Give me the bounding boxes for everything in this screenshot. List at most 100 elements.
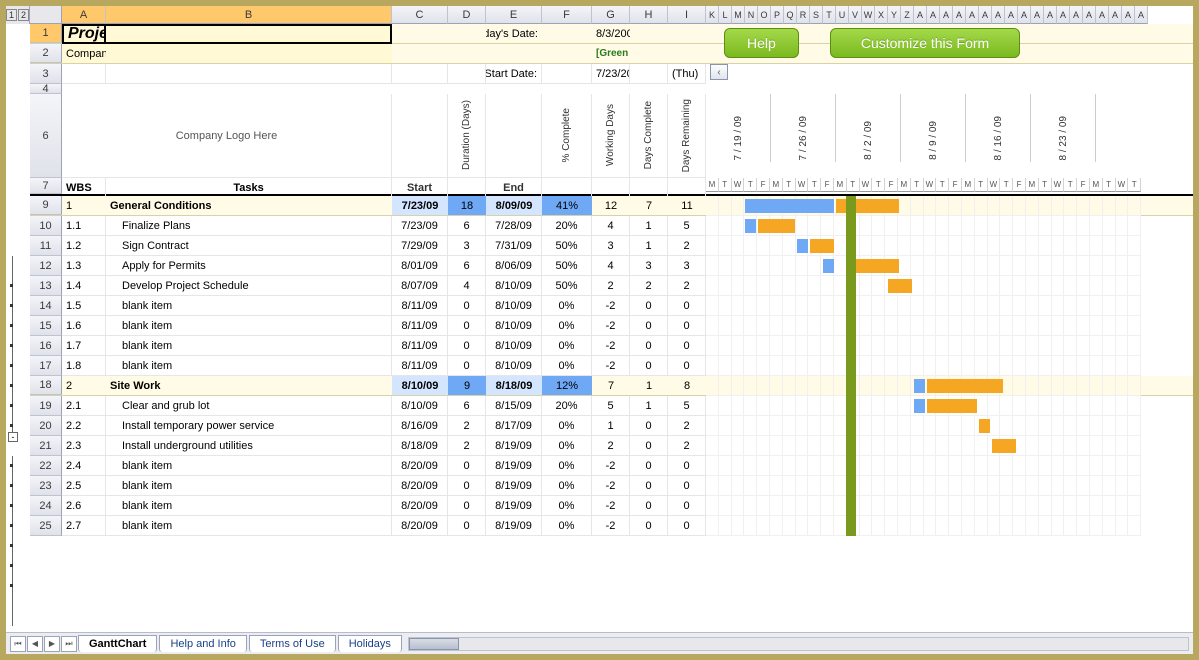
col-header-gantt-32[interactable]: A [1122, 6, 1135, 24]
table-row[interactable]: 121.3Apply for Permits8/01/0968/06/0950%… [30, 256, 1193, 276]
col-header-I[interactable]: I [668, 6, 706, 24]
dr-cell[interactable]: 0 [668, 516, 706, 536]
pct-cell[interactable]: 0% [542, 516, 592, 536]
col-header-gantt-26[interactable]: A [1044, 6, 1057, 24]
table-row[interactable]: 141.5blank item8/11/0908/10/090%-200 [30, 296, 1193, 316]
col-header-gantt-29[interactable]: A [1083, 6, 1096, 24]
col-header-A[interactable]: A [62, 6, 106, 24]
task-cell[interactable]: Apply for Permits [106, 256, 392, 276]
customize-button[interactable]: Customize this Form [830, 28, 1020, 58]
wbs-cell[interactable]: 2 [62, 376, 106, 396]
wbs-cell[interactable]: 2.1 [62, 396, 106, 416]
end-cell[interactable]: 7/31/09 [486, 236, 542, 256]
pct-cell[interactable]: 0% [542, 436, 592, 456]
start-cell[interactable]: 8/11/09 [392, 296, 448, 316]
table-row[interactable]: 192.1Clear and grub lot8/10/0968/15/0920… [30, 396, 1193, 416]
dur-cell[interactable]: 0 [448, 476, 486, 496]
col-header-gantt-9[interactable]: T [823, 6, 836, 24]
row-header-14[interactable]: 14 [30, 296, 62, 316]
sheet-tab-holidays[interactable]: Holidays [338, 635, 402, 652]
row-header-17[interactable]: 17 [30, 356, 62, 376]
task-cell[interactable]: blank item [106, 356, 392, 376]
end-cell[interactable]: 8/19/09 [486, 456, 542, 476]
col-header-D[interactable]: D [448, 6, 486, 24]
wbs-cell[interactable]: 2.3 [62, 436, 106, 456]
dc-cell[interactable]: 0 [630, 436, 668, 456]
dr-cell[interactable]: 0 [668, 296, 706, 316]
task-cell[interactable]: Finalize Plans [106, 216, 392, 236]
wd-cell[interactable]: -2 [592, 296, 630, 316]
col-header-gantt-14[interactable]: Y [888, 6, 901, 24]
task-cell[interactable]: blank item [106, 476, 392, 496]
dc-cell[interactable]: 7 [630, 196, 668, 216]
pct-cell[interactable]: 0% [542, 316, 592, 336]
col-header-gantt-28[interactable]: A [1070, 6, 1083, 24]
dr-cell[interactable]: 0 [668, 336, 706, 356]
dur-cell[interactable]: 6 [448, 256, 486, 276]
horizontal-scrollbar[interactable] [408, 637, 1189, 651]
dur-cell[interactable]: 18 [448, 196, 486, 216]
wbs-cell[interactable]: 2.2 [62, 416, 106, 436]
col-header-gantt-5[interactable]: P [771, 6, 784, 24]
dur-cell[interactable]: 3 [448, 236, 486, 256]
dc-cell[interactable]: 0 [630, 336, 668, 356]
col-header-gantt-13[interactable]: X [875, 6, 888, 24]
dc-cell[interactable]: 1 [630, 376, 668, 396]
wbs-cell[interactable]: 1.8 [62, 356, 106, 376]
tab-nav-last[interactable]: ⏭ [61, 636, 77, 652]
dr-cell[interactable]: 0 [668, 476, 706, 496]
row-header-7[interactable]: 7 [30, 178, 62, 194]
start-cell[interactable]: 8/11/09 [392, 356, 448, 376]
col-header-gantt-33[interactable]: A [1135, 6, 1148, 24]
col-header-F[interactable]: F [542, 6, 592, 24]
scroll-thumb[interactable] [409, 638, 459, 650]
task-cell[interactable]: blank item [106, 316, 392, 336]
dr-cell[interactable]: 2 [668, 416, 706, 436]
col-header-gantt-7[interactable]: R [797, 6, 810, 24]
end-cell[interactable]: 8/10/09 [486, 296, 542, 316]
start-cell[interactable]: 8/20/09 [392, 456, 448, 476]
pct-cell[interactable]: 0% [542, 416, 592, 436]
col-header-gantt-1[interactable]: L [719, 6, 732, 24]
dc-cell[interactable]: 0 [630, 316, 668, 336]
pct-cell[interactable]: 50% [542, 276, 592, 296]
table-row[interactable]: 111.2Sign Contract7/29/0937/31/0950%312 [30, 236, 1193, 256]
row-header-2[interactable]: 2 [30, 44, 62, 63]
task-cell[interactable]: Clear and grub lot [106, 396, 392, 416]
tab-nav-first[interactable]: ⏮ [10, 636, 26, 652]
task-cell[interactable]: General Conditions [106, 196, 392, 216]
dc-cell[interactable]: 0 [630, 516, 668, 536]
sheet-tab-terms-of-use[interactable]: Terms of Use [249, 635, 336, 652]
pct-cell[interactable]: 20% [542, 396, 592, 416]
wbs-cell[interactable]: 1.2 [62, 236, 106, 256]
pct-cell[interactable]: 0% [542, 456, 592, 476]
col-header-gantt-31[interactable]: A [1109, 6, 1122, 24]
end-cell[interactable]: 8/18/09 [486, 376, 542, 396]
col-header-C[interactable]: C [392, 6, 448, 24]
pct-cell[interactable]: 20% [542, 216, 592, 236]
select-all-corner[interactable] [30, 6, 62, 24]
dur-cell[interactable]: 0 [448, 316, 486, 336]
dr-cell[interactable]: 0 [668, 496, 706, 516]
dur-cell[interactable]: 6 [448, 216, 486, 236]
outline-level-1[interactable]: 1 [6, 9, 17, 21]
dr-cell[interactable]: 3 [668, 256, 706, 276]
row-header-18[interactable]: 18 [30, 376, 62, 395]
dc-cell[interactable]: 0 [630, 356, 668, 376]
dur-cell[interactable]: 0 [448, 296, 486, 316]
dc-cell[interactable]: 0 [630, 476, 668, 496]
dr-cell[interactable]: 2 [668, 276, 706, 296]
col-header-gantt-22[interactable]: A [992, 6, 1005, 24]
col-header-gantt-4[interactable]: O [758, 6, 771, 24]
dr-cell[interactable]: 8 [668, 376, 706, 396]
wbs-cell[interactable]: 1.7 [62, 336, 106, 356]
dc-cell[interactable]: 0 [630, 496, 668, 516]
col-header-gantt-27[interactable]: A [1057, 6, 1070, 24]
start-cell[interactable]: 8/20/09 [392, 516, 448, 536]
wbs-cell[interactable]: 1.5 [62, 296, 106, 316]
col-header-gantt-6[interactable]: Q [784, 6, 797, 24]
row-header-20[interactable]: 20 [30, 416, 62, 436]
start-cell[interactable]: 8/20/09 [392, 476, 448, 496]
dc-cell[interactable]: 2 [630, 276, 668, 296]
col-header-gantt-24[interactable]: A [1018, 6, 1031, 24]
